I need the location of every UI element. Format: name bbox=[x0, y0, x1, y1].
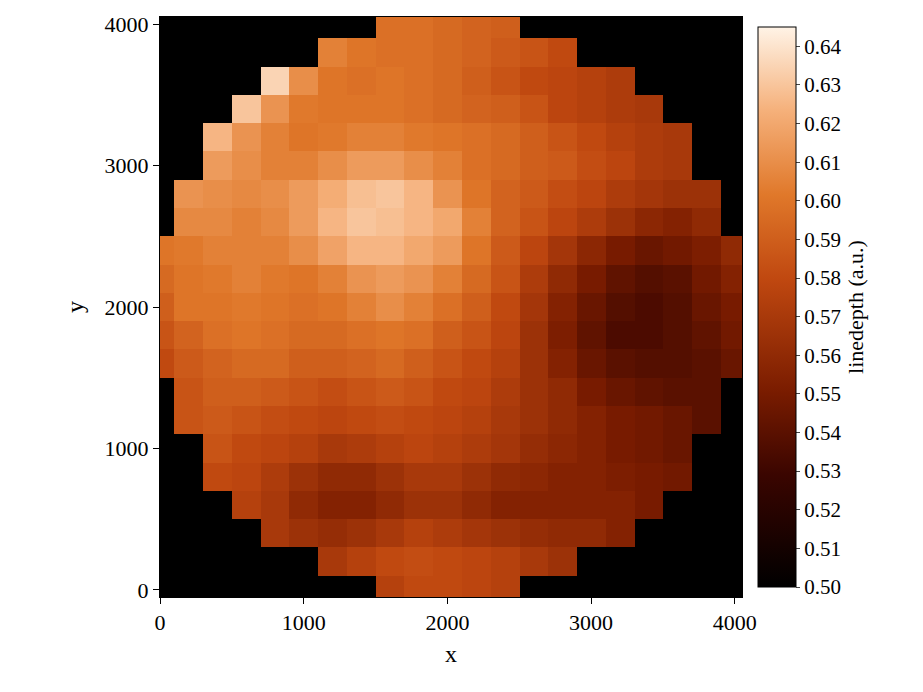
svg-text:0.64: 0.64 bbox=[804, 35, 841, 59]
svg-text:0.61: 0.61 bbox=[804, 151, 841, 175]
svg-text:3000: 3000 bbox=[569, 610, 613, 635]
svg-text:0.50: 0.50 bbox=[804, 575, 841, 599]
svg-text:linedepth (a.u.): linedepth (a.u.) bbox=[843, 240, 868, 374]
svg-text:0.55: 0.55 bbox=[804, 382, 841, 406]
svg-text:0.59: 0.59 bbox=[804, 228, 841, 252]
svg-text:0: 0 bbox=[155, 610, 166, 635]
svg-text:0: 0 bbox=[138, 578, 149, 603]
svg-text:3000: 3000 bbox=[105, 153, 149, 178]
svg-text:1000: 1000 bbox=[282, 610, 326, 635]
svg-text:0.54: 0.54 bbox=[804, 421, 841, 445]
svg-text:0.53: 0.53 bbox=[804, 459, 841, 483]
svg-text:0.58: 0.58 bbox=[804, 266, 841, 290]
svg-text:4000: 4000 bbox=[713, 610, 757, 635]
svg-text:0.52: 0.52 bbox=[804, 498, 841, 522]
svg-text:1000: 1000 bbox=[105, 436, 149, 461]
svg-text:4000: 4000 bbox=[105, 12, 149, 37]
svg-text:0.57: 0.57 bbox=[804, 305, 841, 329]
svg-text:0.60: 0.60 bbox=[804, 189, 841, 213]
svg-text:0.56: 0.56 bbox=[804, 344, 841, 368]
svg-text:0.63: 0.63 bbox=[804, 73, 841, 97]
svg-text:x: x bbox=[445, 641, 457, 667]
svg-text:2000: 2000 bbox=[425, 610, 469, 635]
svg-text:y: y bbox=[62, 301, 88, 313]
svg-text:0.51: 0.51 bbox=[804, 537, 841, 561]
svg-text:0.62: 0.62 bbox=[804, 112, 841, 136]
svg-text:2000: 2000 bbox=[105, 295, 149, 320]
